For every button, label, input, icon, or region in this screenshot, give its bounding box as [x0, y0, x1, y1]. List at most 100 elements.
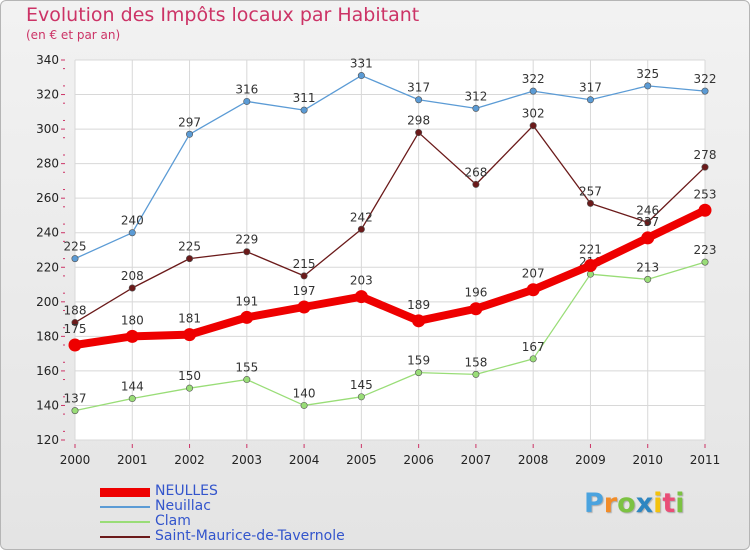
data-point	[300, 106, 308, 114]
plot-area	[75, 60, 705, 440]
data-point	[415, 369, 423, 377]
data-label: 312	[464, 89, 487, 103]
x-tick-label: 2009	[575, 453, 606, 467]
logo-letter: x	[635, 488, 654, 519]
data-label: 278	[694, 148, 717, 162]
y-tick-label: 140	[36, 398, 59, 412]
proxiti-logo: Proxiti	[584, 488, 685, 519]
data-point	[412, 314, 426, 328]
data-label: 213	[636, 260, 659, 274]
data-label: 268	[464, 165, 487, 179]
data-label: 253	[694, 187, 717, 201]
data-point	[243, 376, 251, 384]
legend-swatch	[100, 487, 150, 497]
legend-swatch	[100, 521, 150, 523]
data-label: 325	[636, 67, 659, 81]
logo-letter: o	[617, 488, 636, 519]
data-point	[71, 319, 79, 327]
data-point	[186, 384, 194, 392]
chart-subtitle: (en € et par an)	[26, 28, 121, 42]
data-label: 181	[178, 312, 201, 326]
y-tick-label: 260	[36, 191, 59, 205]
data-point	[354, 290, 368, 304]
y-tick-label: 320	[36, 88, 59, 102]
data-label: 229	[235, 233, 258, 247]
data-label: 167	[522, 340, 545, 354]
legend-label: Saint-Maurice-de-Tavernole	[155, 528, 345, 544]
x-tick-label: 2002	[174, 453, 205, 467]
data-label: 316	[235, 82, 258, 96]
logo-letter: r	[603, 488, 618, 519]
legend-swatch	[100, 506, 150, 508]
series-line-clam	[74, 261, 706, 412]
data-label: 317	[407, 81, 430, 95]
data-point	[243, 248, 251, 256]
data-point	[644, 82, 652, 90]
data-point	[701, 87, 709, 95]
y-tick-label: 200	[36, 295, 59, 309]
data-label: 225	[64, 240, 87, 254]
series-line-neuillac	[74, 74, 706, 260]
y-tick-label: 160	[36, 364, 59, 378]
data-point	[71, 255, 79, 263]
data-point	[71, 407, 79, 415]
data-label: 237	[636, 215, 659, 229]
data-label: 180	[121, 313, 144, 327]
data-label: 207	[522, 267, 545, 281]
y-tick-label: 180	[36, 329, 59, 343]
data-point	[526, 283, 540, 297]
data-point	[701, 163, 709, 171]
data-point	[472, 104, 480, 112]
data-point	[586, 199, 594, 207]
x-tick-label: 2000	[60, 453, 91, 467]
data-point	[357, 72, 365, 80]
data-label: 225	[178, 240, 201, 254]
data-point	[641, 231, 655, 245]
data-label: 302	[522, 107, 545, 121]
data-point	[300, 401, 308, 409]
data-label: 317	[579, 81, 602, 95]
logo-letter: t	[662, 488, 676, 519]
data-label: 191	[235, 294, 258, 308]
data-label: 197	[293, 284, 316, 298]
data-point	[586, 96, 594, 104]
legend-swatch	[100, 536, 150, 538]
data-point	[128, 229, 136, 237]
data-point	[357, 225, 365, 233]
data-label: 175	[64, 322, 87, 336]
data-label: 240	[121, 214, 144, 228]
data-point	[583, 259, 597, 273]
data-label: 223	[694, 243, 717, 257]
data-label: 150	[178, 369, 201, 383]
data-point	[529, 122, 537, 130]
data-label: 158	[464, 355, 487, 369]
data-label: 215	[293, 257, 316, 271]
data-point	[243, 97, 251, 105]
legend-label: NEULLES	[155, 483, 218, 499]
data-label: 144	[121, 380, 144, 394]
logo-letter: i	[675, 488, 685, 519]
chart-title: Evolution des Impôts locaux par Habitant	[26, 4, 420, 26]
x-tick-label: 2010	[632, 453, 663, 467]
y-tick-label: 300	[36, 122, 59, 136]
data-point	[644, 218, 652, 226]
data-label: 322	[694, 72, 717, 86]
x-tick-label: 2003	[232, 453, 263, 467]
x-tick-label: 2008	[518, 453, 549, 467]
data-point	[240, 310, 254, 324]
data-point	[68, 338, 82, 352]
data-label: 145	[350, 378, 373, 392]
data-point	[529, 87, 537, 95]
data-label: 140	[293, 386, 316, 400]
data-label: 331	[350, 57, 373, 71]
data-point	[472, 180, 480, 188]
data-point	[128, 284, 136, 292]
data-point	[183, 328, 197, 342]
data-label: 242	[350, 210, 373, 224]
data-point	[644, 275, 652, 283]
data-label: 298	[407, 114, 430, 128]
data-label: 188	[64, 304, 87, 318]
data-point	[469, 302, 483, 316]
data-point	[357, 393, 365, 401]
